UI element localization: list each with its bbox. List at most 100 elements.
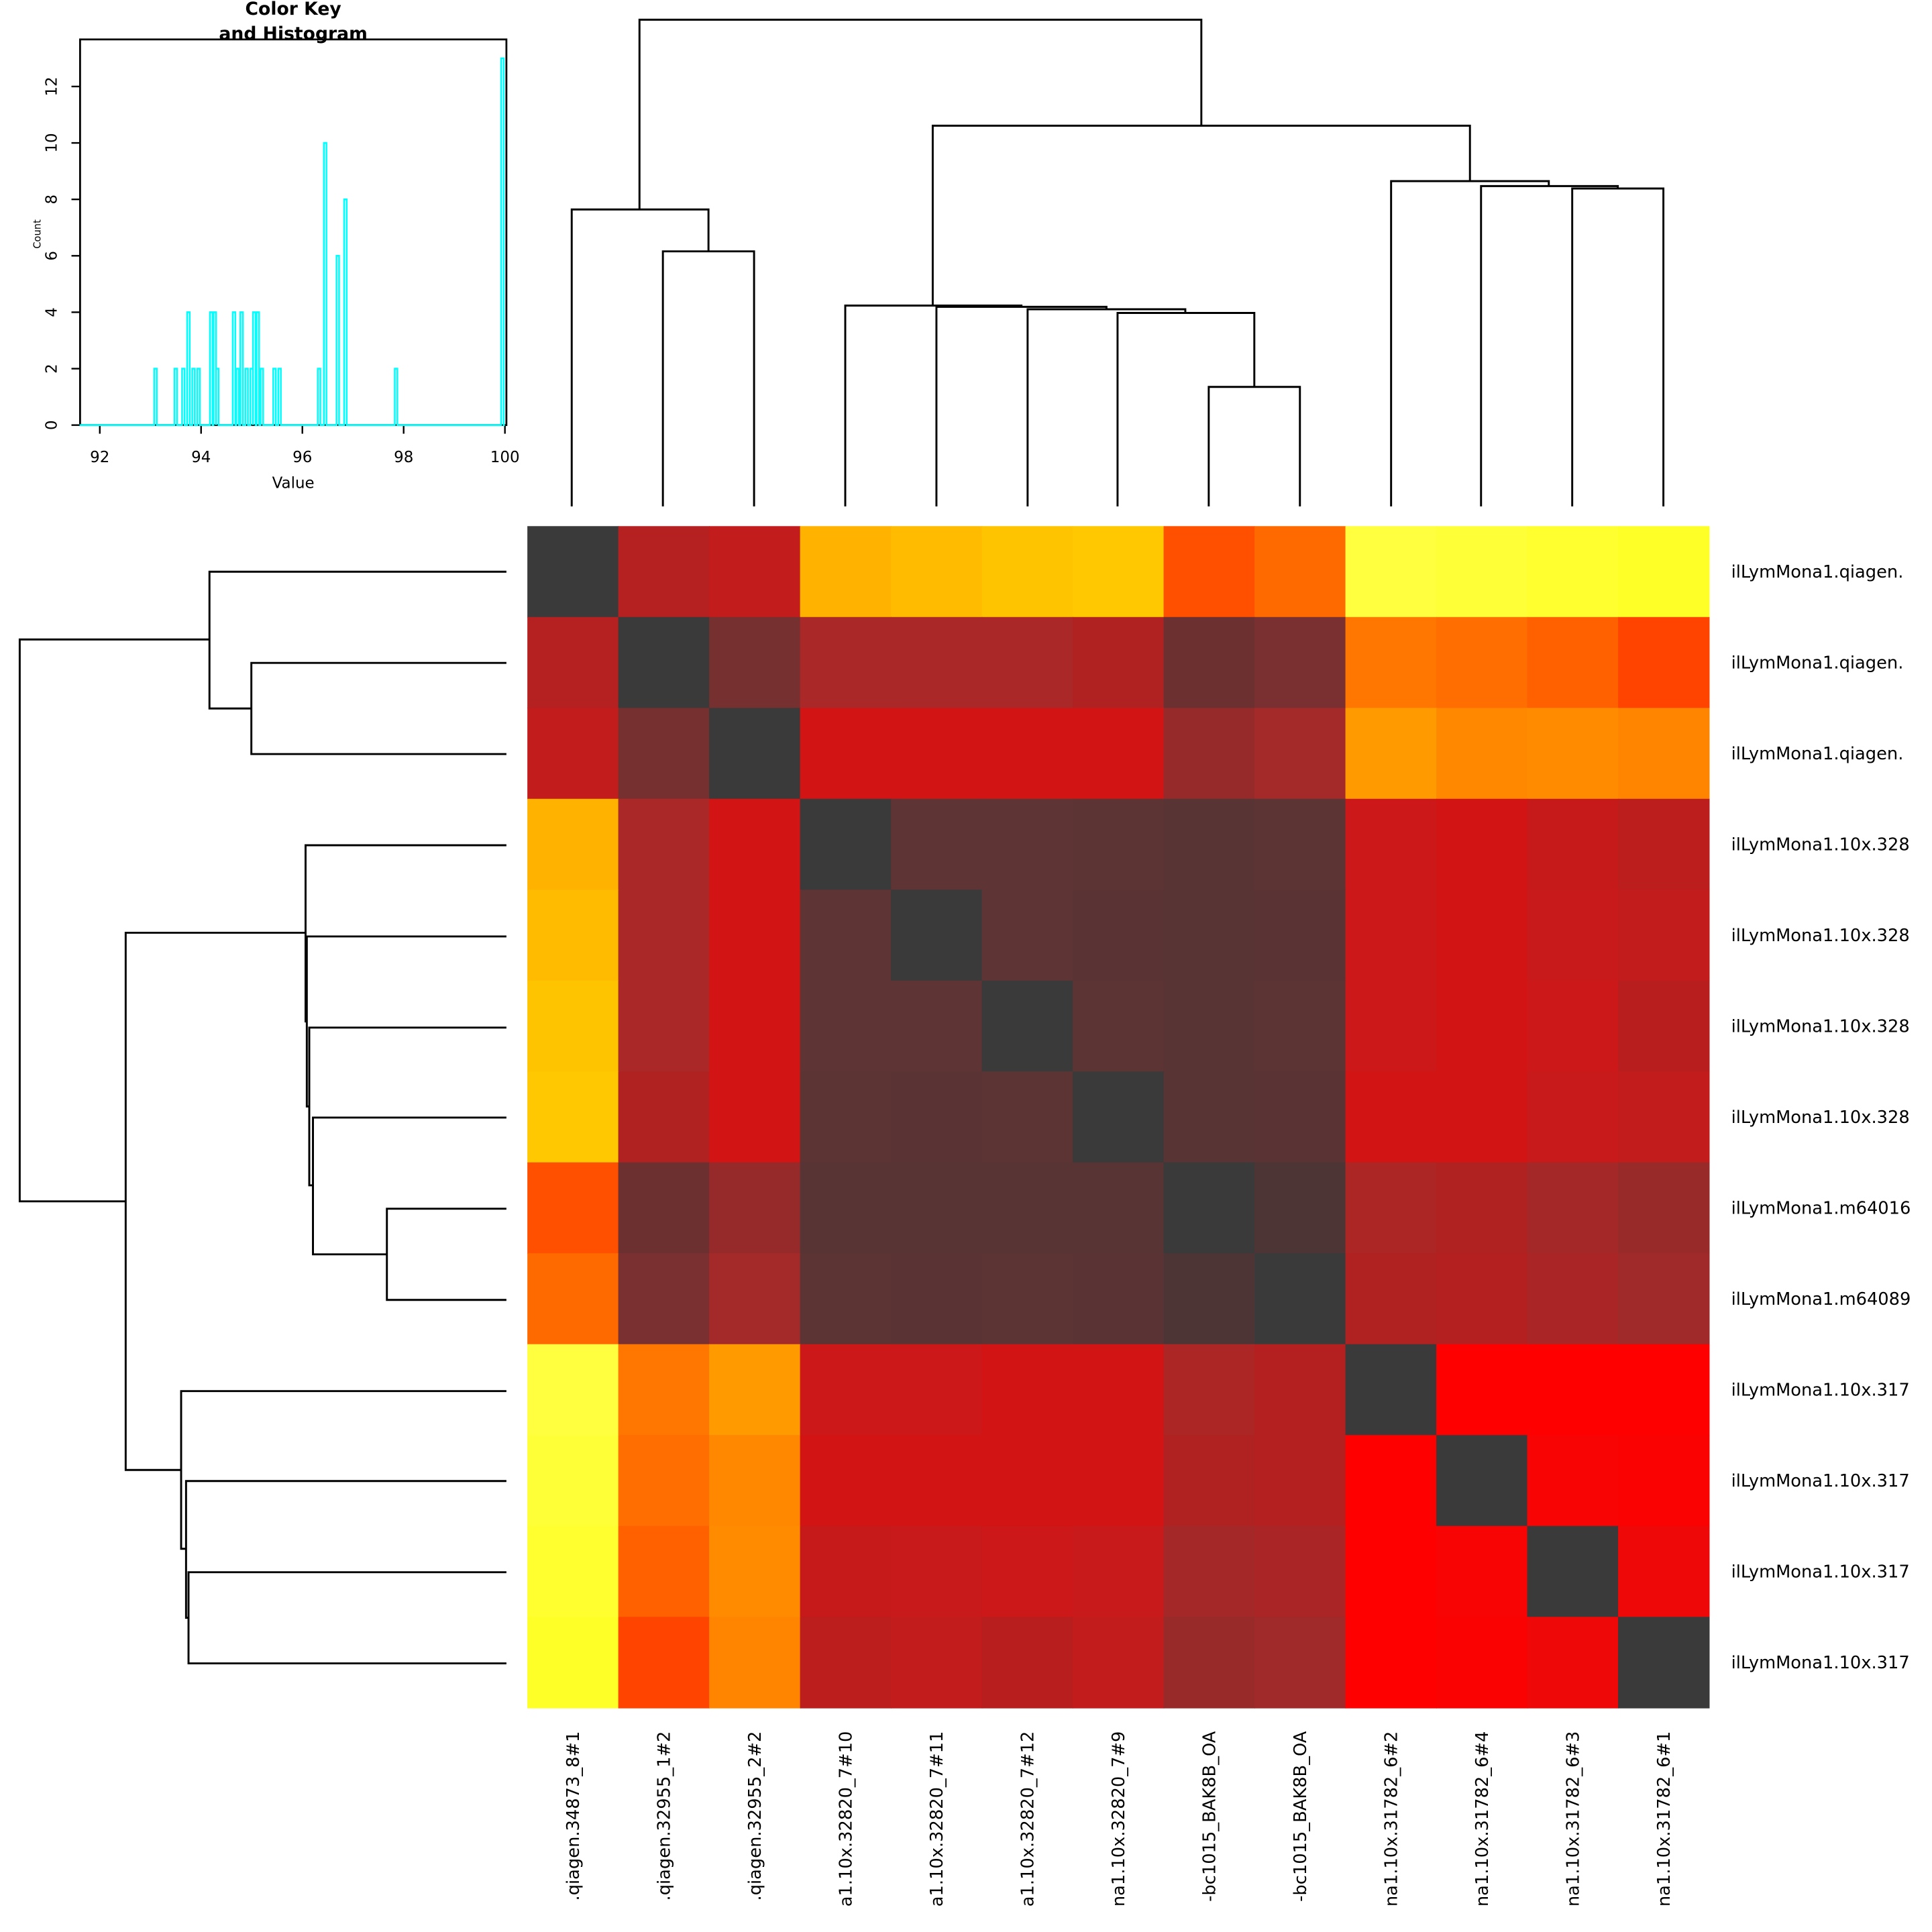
heatmap-cell [527,798,619,891]
histogram-title-line1: Color Key [246,0,341,19]
heatmap-cell [981,1162,1074,1254]
heatmap-cell [1254,1617,1346,1709]
heatmap-cell [1073,1525,1165,1618]
heatmap-cell [527,1162,619,1254]
heatmap-cell [527,708,619,800]
row-label: ilLymMona1.qiagen. [1731,653,1904,674]
heatmap-cell [1073,616,1165,709]
heatmap-cell [1618,1253,1710,1345]
heatmap-cell [709,1525,801,1618]
dendrogram-branch [208,570,506,710]
heatmap-cell [1527,1617,1619,1709]
dendrogram-branch [305,844,506,1023]
row-label: ilLymMona1.m64089 [1731,1289,1911,1309]
heatmap-cell [891,526,983,618]
heatmap-cell [1163,980,1255,1073]
heatmap-cell [709,1344,801,1436]
heatmap-cell [1163,890,1255,981]
heatmap-cell [1436,1525,1528,1618]
column-label: a1.10x.32820_7#12 [1018,1731,1038,1907]
row-label: ilLymMona1.10x.317 [1731,1653,1910,1673]
heatmap-cell [1345,1435,1437,1527]
heatmap-cell [981,708,1074,800]
heatmap-cell [891,798,983,891]
heatmap-cell [709,1435,801,1527]
heatmap-cell [1073,980,1165,1073]
heatmap-cell [1073,708,1165,800]
y-tick-label: 4 [43,307,60,317]
heatmap-cell [1163,1344,1255,1436]
heatmap-cell [527,1435,619,1527]
heatmap-cell [1073,890,1165,981]
heatmap-cell [1345,526,1437,618]
heatmap-cell [1163,1435,1255,1527]
heatmap-cell [1254,1435,1346,1527]
column-label: na1.10x.31782_6#2 [1382,1731,1402,1907]
heatmap-cell [1345,980,1437,1073]
heatmap-cell [1163,1162,1255,1254]
dendrogram-branch [250,661,506,755]
histogram-ylabel: Count [32,219,44,249]
y-tick-label: 10 [43,133,60,152]
heatmap-cell [709,708,801,800]
row-label: ilLymMona1.10x.328 [1731,1017,1910,1037]
y-tick-label: 8 [43,195,60,205]
dendrogram-branch [386,1208,506,1301]
column-label: .qiagen.32955_1#2 [655,1731,675,1901]
x-tick-label: 92 [90,449,109,466]
heatmap-cell [800,890,892,981]
heatmap-cell [618,1162,710,1254]
column-label: -bc1015_BAK8B_OA [1291,1731,1311,1902]
heatmap-cell [1527,1435,1619,1527]
heatmap-cell [1345,708,1437,800]
y-tick-label: 6 [43,251,60,261]
dendrogram-branch [1116,312,1256,506]
heatmap-cell [1254,708,1346,800]
heatmap-cell [891,1525,983,1618]
heatmap-cell [891,980,983,1073]
heatmap-cell [1436,1617,1528,1709]
heatmap-cell [981,890,1074,981]
heatmap-cell [891,890,983,981]
heatmap-cell [1163,798,1255,891]
heatmap-cell [1345,1253,1437,1345]
heatmap-cell [1254,1253,1346,1345]
heatmap-cell [1254,1525,1346,1618]
row-label: ilLymMona1.10x.317 [1731,1471,1910,1491]
heatmap-cell [618,1253,710,1345]
histogram-xlabel: Value [272,474,315,492]
heatmap-cell [891,1344,983,1436]
row-label: ilLymMona1.10x.328 [1731,835,1910,855]
heatmap-cell [800,708,892,800]
heatmap-cell [1254,616,1346,709]
heatmap-cell [618,616,710,709]
heatmap-cell [1073,798,1165,891]
heatmap-cell [1436,1253,1528,1345]
heatmap-cell [527,1253,619,1345]
heatmap-cell [891,616,983,709]
x-tick-label: 98 [394,449,413,466]
heatmap-cell [1073,526,1165,618]
heatmap-cell [1345,890,1437,981]
dendrogram-branch [312,1116,506,1256]
heatmap-cell [1073,1253,1165,1345]
heatmap-cell [1436,526,1528,618]
heatmap-cell [527,526,619,618]
dendrogram-branch [184,1480,506,1619]
row-label: ilLymMona1.10x.317 [1731,1381,1910,1401]
heatmap-cell [527,616,619,709]
histogram-title-line2: and Histogram [219,23,367,44]
heatmap-cell [981,1525,1074,1618]
y-tick-label: 12 [43,76,60,96]
dendrogram-branch [935,305,1108,506]
heatmap-cell [1073,1162,1165,1254]
column-label: a1.10x.32820_7#10 [837,1731,857,1907]
heatmap-cell [527,890,619,981]
heatmap-cell [618,1525,710,1618]
heatmap-cell [1436,708,1528,800]
dendrogram-branch [1571,187,1665,506]
heatmap-cell [1163,1253,1255,1345]
heatmap-cell [527,980,619,1073]
column-dendrogram [570,18,1665,506]
heatmap-cell [1345,1344,1437,1436]
